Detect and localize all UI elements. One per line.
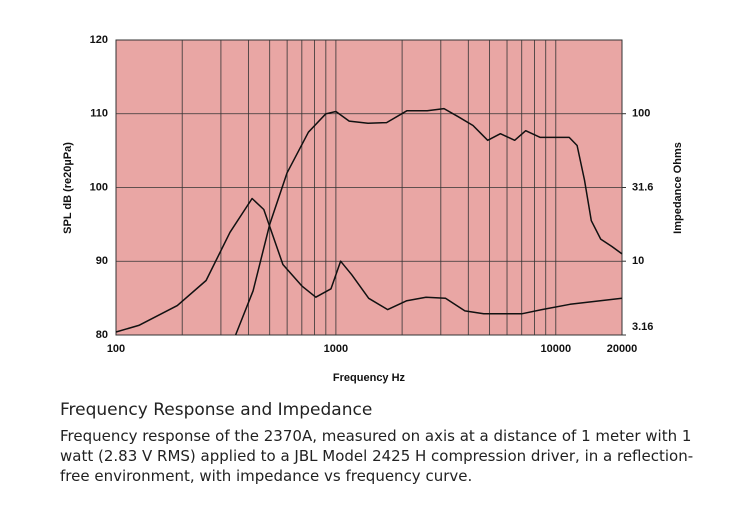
y2-tick-label: 10 — [632, 255, 644, 267]
y-tick-label: 100 — [90, 181, 108, 193]
x-tick-label: 1000 — [324, 343, 348, 355]
caption-text: Frequency response of the 2370A, measure… — [60, 427, 694, 485]
y-tick-label: 110 — [90, 108, 108, 120]
y-tick-label: 90 — [96, 255, 108, 267]
x-axis-label: Frequency Hz — [333, 372, 406, 384]
x-tick-label: 100 — [107, 343, 125, 355]
x-tick-label: 10000 — [541, 343, 572, 355]
caption-title: Frequency Response and Impedance — [60, 400, 373, 420]
y2-tick-label: 3.16 — [632, 321, 653, 333]
series-line — [115, 197, 623, 333]
y2-tick-label: 100 — [632, 108, 650, 120]
y-axis-label: SPL dB (re20µPa) — [62, 142, 74, 234]
y-tick-label: 120 — [90, 34, 108, 46]
series-line — [234, 107, 623, 336]
x-tick-label: 20000 — [607, 343, 638, 355]
y2-axis-label: Impedance Ohms — [672, 142, 684, 234]
plot-frame — [115, 39, 623, 336]
y2-tick-label: 31.6 — [632, 181, 653, 193]
y-tick-label: 80 — [96, 329, 108, 341]
